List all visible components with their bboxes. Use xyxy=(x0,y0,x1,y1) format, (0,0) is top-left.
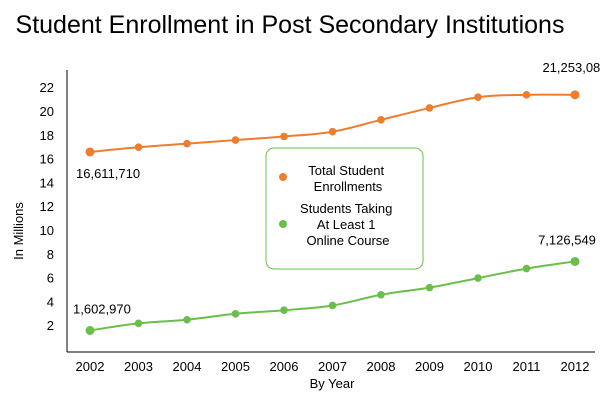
y-tick-label: 18 xyxy=(40,128,54,143)
chart-title: Student Enrollment in Post Secondary Ins… xyxy=(16,11,565,39)
data-point xyxy=(328,127,337,136)
data-point xyxy=(570,256,580,266)
data-point xyxy=(134,143,143,151)
x-ticks: 2002 2003 2004 2005 2006 2007 2008 2009 2010 2011… xyxy=(76,359,590,374)
data-point xyxy=(377,116,385,124)
y-tick-label: 4 xyxy=(47,294,54,309)
data-point xyxy=(328,301,337,310)
series-line-1 xyxy=(89,260,576,332)
y-tick-label: 22 xyxy=(40,80,54,95)
x-tick-label: 2009 xyxy=(415,359,444,374)
series-line-0 xyxy=(89,93,576,153)
legend-marker-total xyxy=(279,173,287,181)
data-point xyxy=(474,274,482,282)
data-point xyxy=(183,315,191,324)
x-tick-label: 2006 xyxy=(270,359,299,374)
data-point xyxy=(522,91,531,99)
data-label: 1,602,970 xyxy=(73,301,131,316)
y-tick-label: 6 xyxy=(47,271,54,286)
x-tick-label: 2002 xyxy=(76,359,105,374)
x-tick-label: 2012 xyxy=(561,359,590,374)
legend-label-total: Total Student Enrollments xyxy=(308,163,388,194)
data-point xyxy=(85,325,95,335)
annotations: 16,611,710 21,253,086 1,602,970 7,126,549 xyxy=(73,60,600,317)
y-axis-label: In Millions xyxy=(11,202,26,260)
data-point xyxy=(183,139,191,148)
data-point xyxy=(522,264,531,273)
x-tick-label: 2008 xyxy=(367,359,396,374)
x-tick-label: 2003 xyxy=(124,359,153,374)
y-tick-label: 8 xyxy=(47,247,54,262)
y-tick-label: 2 xyxy=(47,318,54,333)
series-layer xyxy=(85,90,580,335)
legend: Total Student Enrollments Students Takin… xyxy=(265,147,424,270)
x-tick-label: 2010 xyxy=(464,359,493,374)
y-tick-label: 20 xyxy=(40,104,54,119)
y-tick-label: 16 xyxy=(40,152,54,167)
y-tick-label: 14 xyxy=(40,175,54,190)
data-point xyxy=(570,90,580,100)
y-tick-label: 12 xyxy=(40,199,54,214)
legend-box xyxy=(265,147,424,270)
data-label: 21,253,086 xyxy=(542,60,600,75)
x-tick-label: 2007 xyxy=(318,359,347,374)
data-point xyxy=(231,310,240,318)
data-point xyxy=(85,147,95,157)
y-tick-label: 10 xyxy=(40,223,54,238)
x-tick-label: 2011 xyxy=(513,359,541,374)
data-point xyxy=(474,93,482,102)
legend-label-online: Students Taking At Least 1 Online Course xyxy=(300,201,396,248)
data-point xyxy=(280,132,288,141)
data-point xyxy=(280,306,288,315)
x-tick-label: 2004 xyxy=(173,359,202,374)
data-label: 16,611,710 xyxy=(76,166,140,181)
data-point xyxy=(231,136,240,144)
data-point xyxy=(134,319,143,328)
axes xyxy=(66,70,595,353)
data-point xyxy=(377,290,385,299)
legend-marker-online xyxy=(279,220,287,228)
x-axis-label: By Year xyxy=(310,376,355,391)
x-tick-label: 2005 xyxy=(221,359,250,374)
data-point xyxy=(425,104,434,112)
data-point xyxy=(425,283,434,292)
y-ticks: 2 4 6 8 10 12 14 16 18 20 22 xyxy=(40,80,54,333)
data-label: 7,126,549 xyxy=(538,232,596,247)
